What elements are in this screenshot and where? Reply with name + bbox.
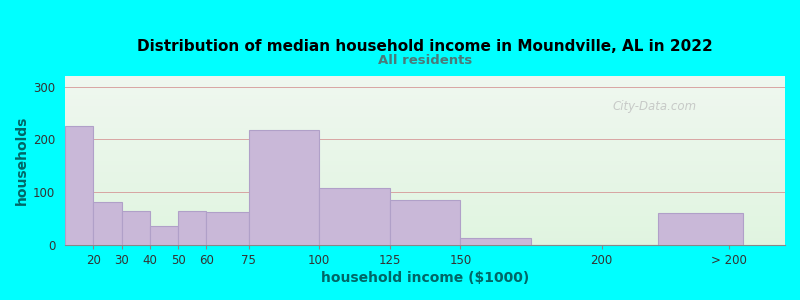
Text: All residents: All residents xyxy=(378,54,472,67)
Bar xyxy=(249,130,319,245)
Bar xyxy=(658,213,742,245)
X-axis label: household income ($1000): household income ($1000) xyxy=(321,271,529,285)
Y-axis label: households: households xyxy=(15,116,29,205)
Bar xyxy=(65,126,94,245)
Bar xyxy=(460,238,531,245)
Bar xyxy=(94,202,122,245)
Bar xyxy=(206,212,249,245)
Bar xyxy=(319,188,390,245)
Bar xyxy=(122,211,150,245)
Title: Distribution of median household income in Moundville, AL in 2022: Distribution of median household income … xyxy=(137,39,713,54)
Text: City-Data.com: City-Data.com xyxy=(612,100,696,113)
Bar xyxy=(150,226,178,245)
Bar xyxy=(178,211,206,245)
Bar xyxy=(390,200,460,245)
